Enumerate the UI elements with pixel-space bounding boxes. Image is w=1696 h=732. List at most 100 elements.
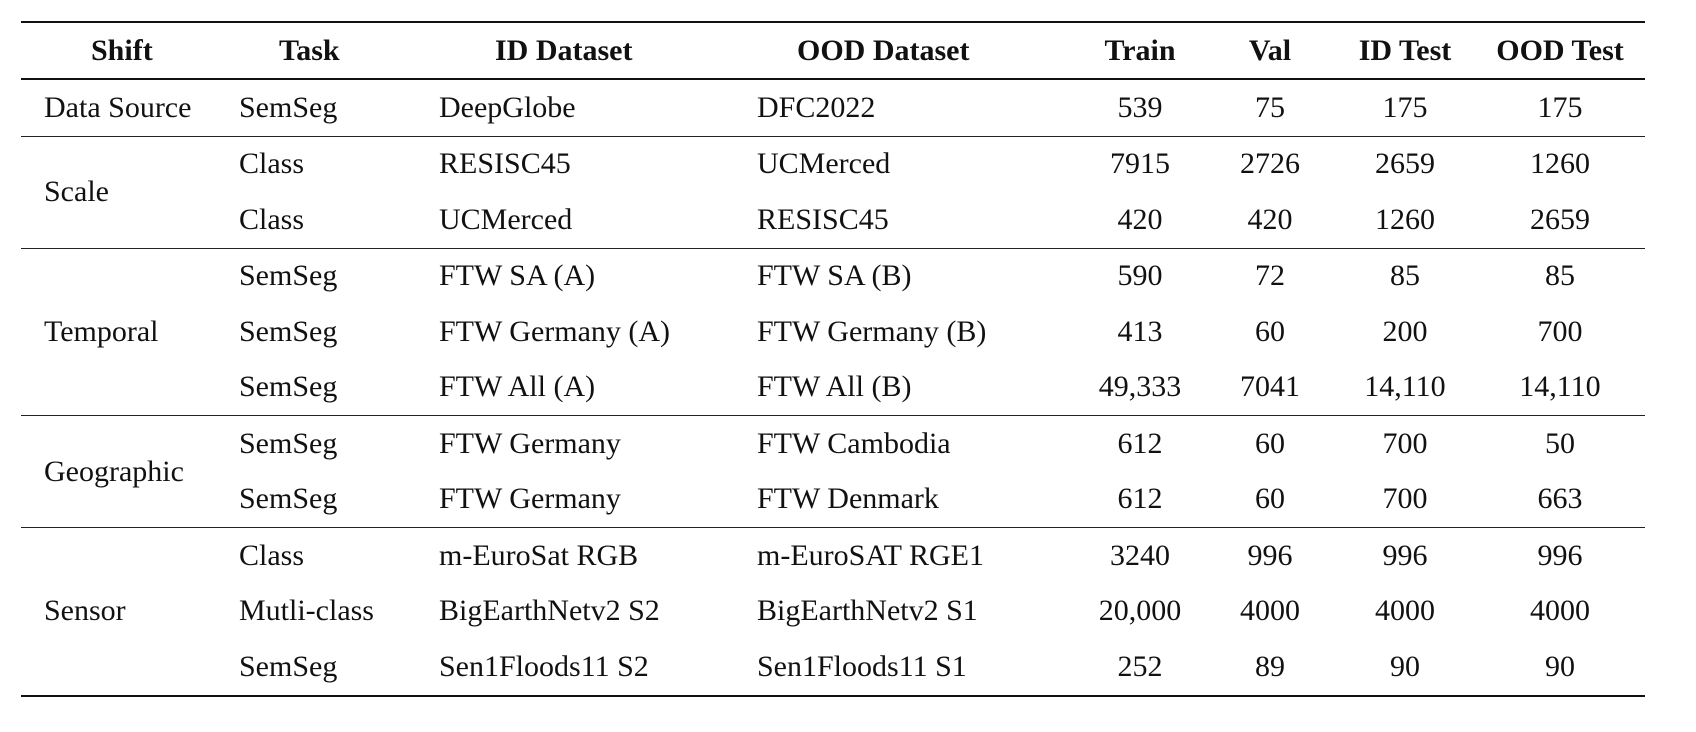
task-cell: SemSeg [239,90,338,124]
table-row: Scale Class RESISC45 UCMerced 7915 2726 … [21,136,1645,208]
table-row: SemSeg FTW Germany FTW Denmark 612 60 70… [21,472,1645,528]
group-temporal: Temporal SemSeg FTW SA (A) FTW SA (B) 59… [21,248,1645,416]
shift-label: Geographic [44,454,184,488]
train-cell: 420 [1117,202,1163,236]
train-cell: 612 [1117,426,1163,460]
table-row: Temporal SemSeg FTW SA (A) FTW SA (B) 59… [21,248,1645,348]
ood-dataset-cell: Sen1Floods11 S1 [757,649,967,683]
val-cell: 996 [1247,538,1293,572]
ood-test-cell: 700 [1537,314,1583,348]
ood-dataset-cell: FTW SA (B) [757,259,912,293]
val-cell: 7041 [1240,370,1300,404]
id-dataset-cell: FTW Germany [439,482,621,516]
ood-dataset-cell: m-EuroSAT RGE1 [757,538,984,572]
id-dataset-cell: FTW All (A) [439,370,596,404]
ood-dataset-cell: FTW All (B) [757,370,912,404]
id-dataset-cell: FTW Germany [439,426,621,460]
id-dataset-cell: BigEarthNetv2 S2 [439,594,660,628]
header-id-dataset: ID Dataset [495,33,633,67]
shift-label: Sensor [44,594,126,628]
ood-test-cell: 2659 [1530,202,1590,236]
val-cell: 2726 [1240,147,1300,181]
shift-label: Scale [44,175,109,208]
ood-dataset-cell: FTW Cambodia [757,426,951,460]
table-header: Shift Task ID Dataset OOD Dataset Train … [21,22,1645,79]
ood-dataset-cell: RESISC45 [757,202,889,236]
ood-dataset-cell: BigEarthNetv2 S1 [757,594,978,628]
id-dataset-cell: m-EuroSat RGB [439,538,639,572]
dataset-table-container: Shift Task ID Dataset OOD Dataset Train … [21,21,1645,697]
train-cell: 539 [1117,90,1163,124]
table-row: Data Source SemSeg DeepGlobe DFC2022 539… [21,79,1645,136]
dataset-table: Shift Task ID Dataset OOD Dataset Train … [21,21,1645,697]
group-data-source: Data Source SemSeg DeepGlobe DFC2022 539… [21,79,1645,136]
id-dataset-cell: DeepGlobe [439,90,576,124]
id-dataset-cell: Sen1Floods11 S2 [439,649,649,683]
ood-dataset-cell: UCMerced [757,147,891,181]
train-cell: 20,000 [1098,594,1182,628]
task-cell: Mutli-class [239,594,374,628]
val-cell: 4000 [1240,594,1300,628]
id-test-cell: 90 [1390,649,1420,683]
id-test-cell: 175 [1382,90,1428,124]
header-val: Val [1248,33,1292,67]
table-row: SemSeg FTW All (A) FTW All (B) 49,333 70… [21,360,1645,416]
table-row: Class UCMerced RESISC45 420 420 1260 265… [21,192,1645,248]
header-id-test: ID Test [1358,33,1452,67]
id-test-cell: 2659 [1375,147,1435,181]
id-test-cell: 200 [1382,314,1428,348]
table-row: SemSeg FTW Germany (A) FTW Germany (B) 4… [21,304,1645,360]
id-test-cell: 14,110 [1364,370,1446,404]
table-row: SemSeg Sen1Floods11 S2 Sen1Floods11 S1 2… [21,639,1645,696]
train-cell: 252 [1117,649,1163,683]
val-cell: 420 [1247,202,1293,236]
val-cell: 75 [1255,90,1285,124]
ood-dataset-cell: FTW Germany (B) [757,314,987,348]
task-cell: Class [239,147,305,181]
header-train: Train [1104,33,1176,67]
table-row: Geographic SemSeg FTW Germany FTW Cambod… [21,416,1645,488]
val-cell: 60 [1255,482,1285,516]
task-cell: SemSeg [239,314,338,348]
id-dataset-cell: UCMerced [439,202,573,236]
ood-test-cell: 663 [1537,482,1583,516]
header-ood-dataset: OOD Dataset [797,33,970,67]
task-cell: Class [239,538,305,572]
task-cell: SemSeg [239,370,338,404]
header-task: Task [279,33,340,67]
task-cell: Class [239,202,305,236]
ood-test-cell: 1260 [1530,147,1590,181]
ood-dataset-cell: DFC2022 [757,90,876,124]
val-cell: 60 [1255,426,1285,460]
task-cell: SemSeg [239,649,338,683]
id-test-cell: 1260 [1375,202,1435,236]
ood-test-cell: 996 [1537,538,1583,572]
group-scale: Scale Class RESISC45 UCMerced 7915 2726 … [21,136,1645,248]
task-cell: SemSeg [239,482,338,516]
header-shift: Shift [91,33,153,67]
id-test-cell: 85 [1390,259,1420,293]
id-test-cell: 996 [1382,538,1428,572]
ood-test-cell: 175 [1537,90,1583,124]
id-dataset-cell: FTW SA (A) [439,259,596,293]
train-cell: 7915 [1110,147,1170,181]
train-cell: 49,333 [1098,370,1182,404]
ood-test-cell: 14,110 [1519,370,1601,404]
val-cell: 60 [1255,314,1285,348]
group-sensor: Sensor Class m-EuroSat RGB m-EuroSAT RGE… [21,527,1645,696]
id-test-cell: 700 [1382,482,1428,516]
ood-test-cell: 90 [1545,649,1575,683]
ood-test-cell: 85 [1545,259,1575,293]
ood-dataset-cell: FTW Denmark [757,482,939,516]
train-cell: 413 [1117,314,1163,348]
header-row: Shift Task ID Dataset OOD Dataset Train … [21,22,1645,79]
table-row: Mutli-class BigEarthNetv2 S2 BigEarthNet… [21,584,1645,640]
id-test-cell: 700 [1382,426,1428,460]
val-cell: 72 [1255,259,1285,293]
id-dataset-cell: FTW Germany (A) [439,314,671,348]
ood-test-cell: 50 [1545,426,1575,460]
train-cell: 590 [1117,259,1163,293]
train-cell: 612 [1117,482,1163,516]
val-cell: 89 [1255,649,1285,683]
id-dataset-cell: RESISC45 [439,147,571,181]
